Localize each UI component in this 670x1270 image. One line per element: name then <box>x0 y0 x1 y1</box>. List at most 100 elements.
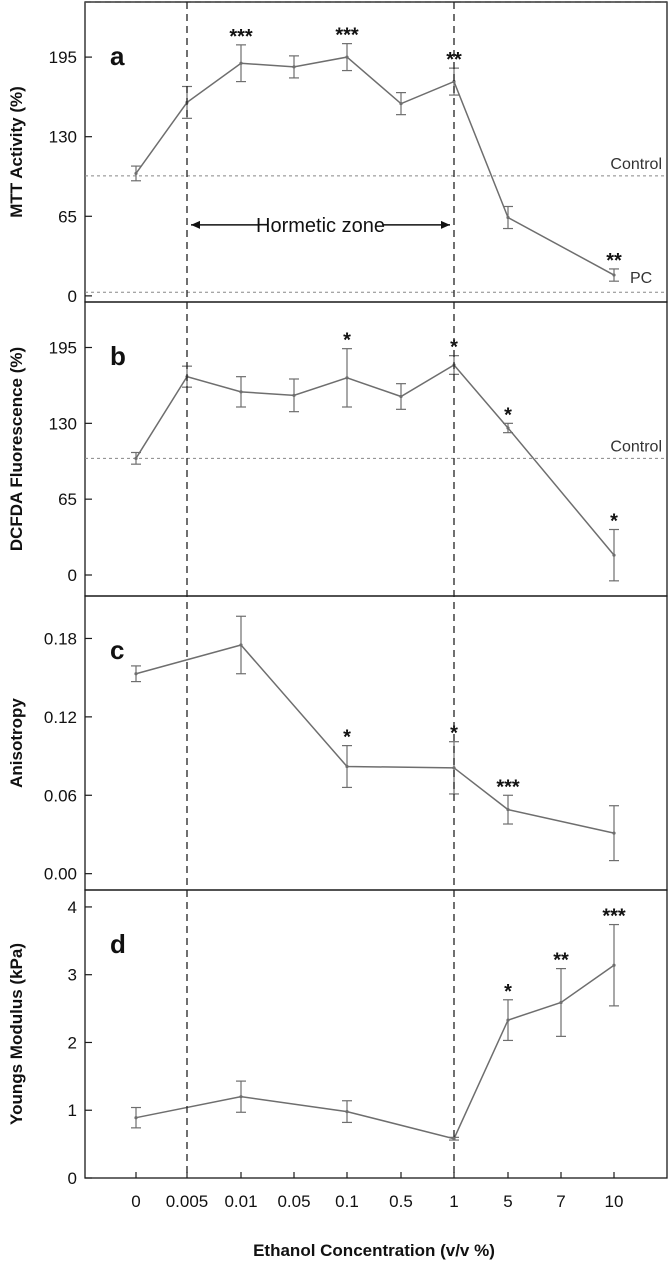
y-tick-label: 4 <box>68 898 77 917</box>
significance-label: * <box>504 981 512 1003</box>
x-tick-label: 0.01 <box>224 1192 257 1211</box>
data-point <box>134 171 138 176</box>
data-point <box>134 672 138 676</box>
data-point <box>399 394 403 399</box>
data-point <box>239 1095 243 1099</box>
series-line <box>135 644 615 834</box>
data-point <box>239 61 243 65</box>
data-point <box>452 79 456 84</box>
data-point <box>239 390 243 394</box>
x-tick-label: 0.005 <box>166 1192 209 1211</box>
significance-label: * <box>343 330 351 352</box>
significance-label: *** <box>335 25 359 47</box>
significance-label: * <box>450 723 458 745</box>
data-point <box>345 376 349 380</box>
x-tick-label: 0.5 <box>389 1192 413 1211</box>
data-point <box>292 393 296 397</box>
x-tick-label: 0.1 <box>335 1192 359 1211</box>
data-point <box>399 102 403 106</box>
data-point <box>506 1018 510 1022</box>
annotation-arrowhead-left <box>191 220 200 229</box>
significance-label: *** <box>229 26 253 48</box>
reference-line-label: Control <box>610 156 662 173</box>
significance-label: * <box>610 511 618 533</box>
data-point <box>612 831 616 835</box>
significance-label: *** <box>602 906 626 928</box>
y-tick-label: 195 <box>49 339 77 358</box>
y-tick-label: 0.18 <box>44 629 77 648</box>
data-point <box>506 215 510 220</box>
x-tick-label: 5 <box>503 1192 512 1211</box>
significance-label: * <box>504 404 512 426</box>
significance-label: ** <box>553 950 569 972</box>
data-point <box>292 65 296 69</box>
y-tick-label: 0 <box>68 1169 77 1188</box>
y-tick-label: 195 <box>49 48 77 67</box>
y-axis-label: MTT Activity (%) <box>7 86 26 218</box>
significance-label: * <box>343 727 351 749</box>
y-tick-label: 0.12 <box>44 708 77 727</box>
x-axis: 0 0.005 0.01 0.05 0.1 0.5 1 5 7 10 Ethanol Concent… <box>131 1172 623 1260</box>
data-point <box>134 1116 138 1120</box>
significance-label: * <box>450 337 458 359</box>
x-tick-label: 0.05 <box>277 1192 310 1211</box>
data-point <box>506 808 510 812</box>
x-tick-label: 0 <box>131 1192 140 1211</box>
data-point <box>134 456 138 460</box>
panel-letter: d <box>110 929 126 959</box>
x-axis-label: Ethanol Concentration (v/v %) <box>253 1241 495 1260</box>
y-tick-label: 0 <box>68 287 77 306</box>
data-point <box>345 764 349 769</box>
y-tick-label: 0 <box>68 566 77 585</box>
y-tick-label: 3 <box>68 966 77 985</box>
series-line <box>135 964 615 1140</box>
panel-a: 0 65 130 195 MTT Activity (%) a Control PC Horme… <box>7 1 668 306</box>
x-tick-label: 10 <box>605 1192 624 1211</box>
panel-letter: b <box>110 341 126 371</box>
significance-label: ** <box>606 250 622 272</box>
data-point <box>452 766 456 770</box>
x-tick-label: 7 <box>556 1192 565 1211</box>
panel-b: 0 65 130 195 DCFDA Fluorescence (%) b Control *… <box>7 301 668 597</box>
panel-frame <box>84 595 668 891</box>
y-tick-label: 0.00 <box>44 865 77 884</box>
y-axis-label: Anisotropy <box>7 698 26 788</box>
y-axis-label: Youngs Modulus (kPa) <box>7 943 26 1125</box>
data-point <box>452 1137 456 1141</box>
y-tick-label: 65 <box>58 490 77 509</box>
x-tick-label: 1 <box>449 1192 458 1211</box>
y-tick-label: 1 <box>68 1101 77 1120</box>
y-tick-label: 130 <box>49 414 77 433</box>
annotation-arrowhead-right <box>441 220 450 229</box>
reference-line-label: Control <box>610 438 662 455</box>
panel-letter: c <box>110 635 124 665</box>
significance-label: ** <box>446 49 462 71</box>
data-point <box>239 643 243 647</box>
vertical-dashed-markers <box>85 1 667 1178</box>
data-point <box>612 963 616 967</box>
data-point <box>612 553 616 557</box>
y-tick-label: 65 <box>58 207 77 226</box>
series-line <box>135 56 615 276</box>
panel-frame <box>84 889 668 1179</box>
data-point <box>612 273 616 277</box>
y-tick-label: 2 <box>68 1033 77 1052</box>
data-point <box>345 55 349 59</box>
panel-letter: a <box>110 41 125 71</box>
data-point <box>345 1109 349 1114</box>
y-tick-label: 0.06 <box>44 786 77 805</box>
significance-label: *** <box>496 776 520 798</box>
series-line <box>135 364 615 556</box>
annotation-text: Hormetic zone <box>256 215 385 237</box>
reference-line-label: PC <box>630 270 652 287</box>
data-point <box>559 1000 563 1005</box>
y-tick-label: 130 <box>49 128 77 147</box>
y-axis-label: DCFDA Fluorescence (%) <box>7 347 26 551</box>
data-point <box>506 426 510 430</box>
panel-frame <box>84 301 668 597</box>
